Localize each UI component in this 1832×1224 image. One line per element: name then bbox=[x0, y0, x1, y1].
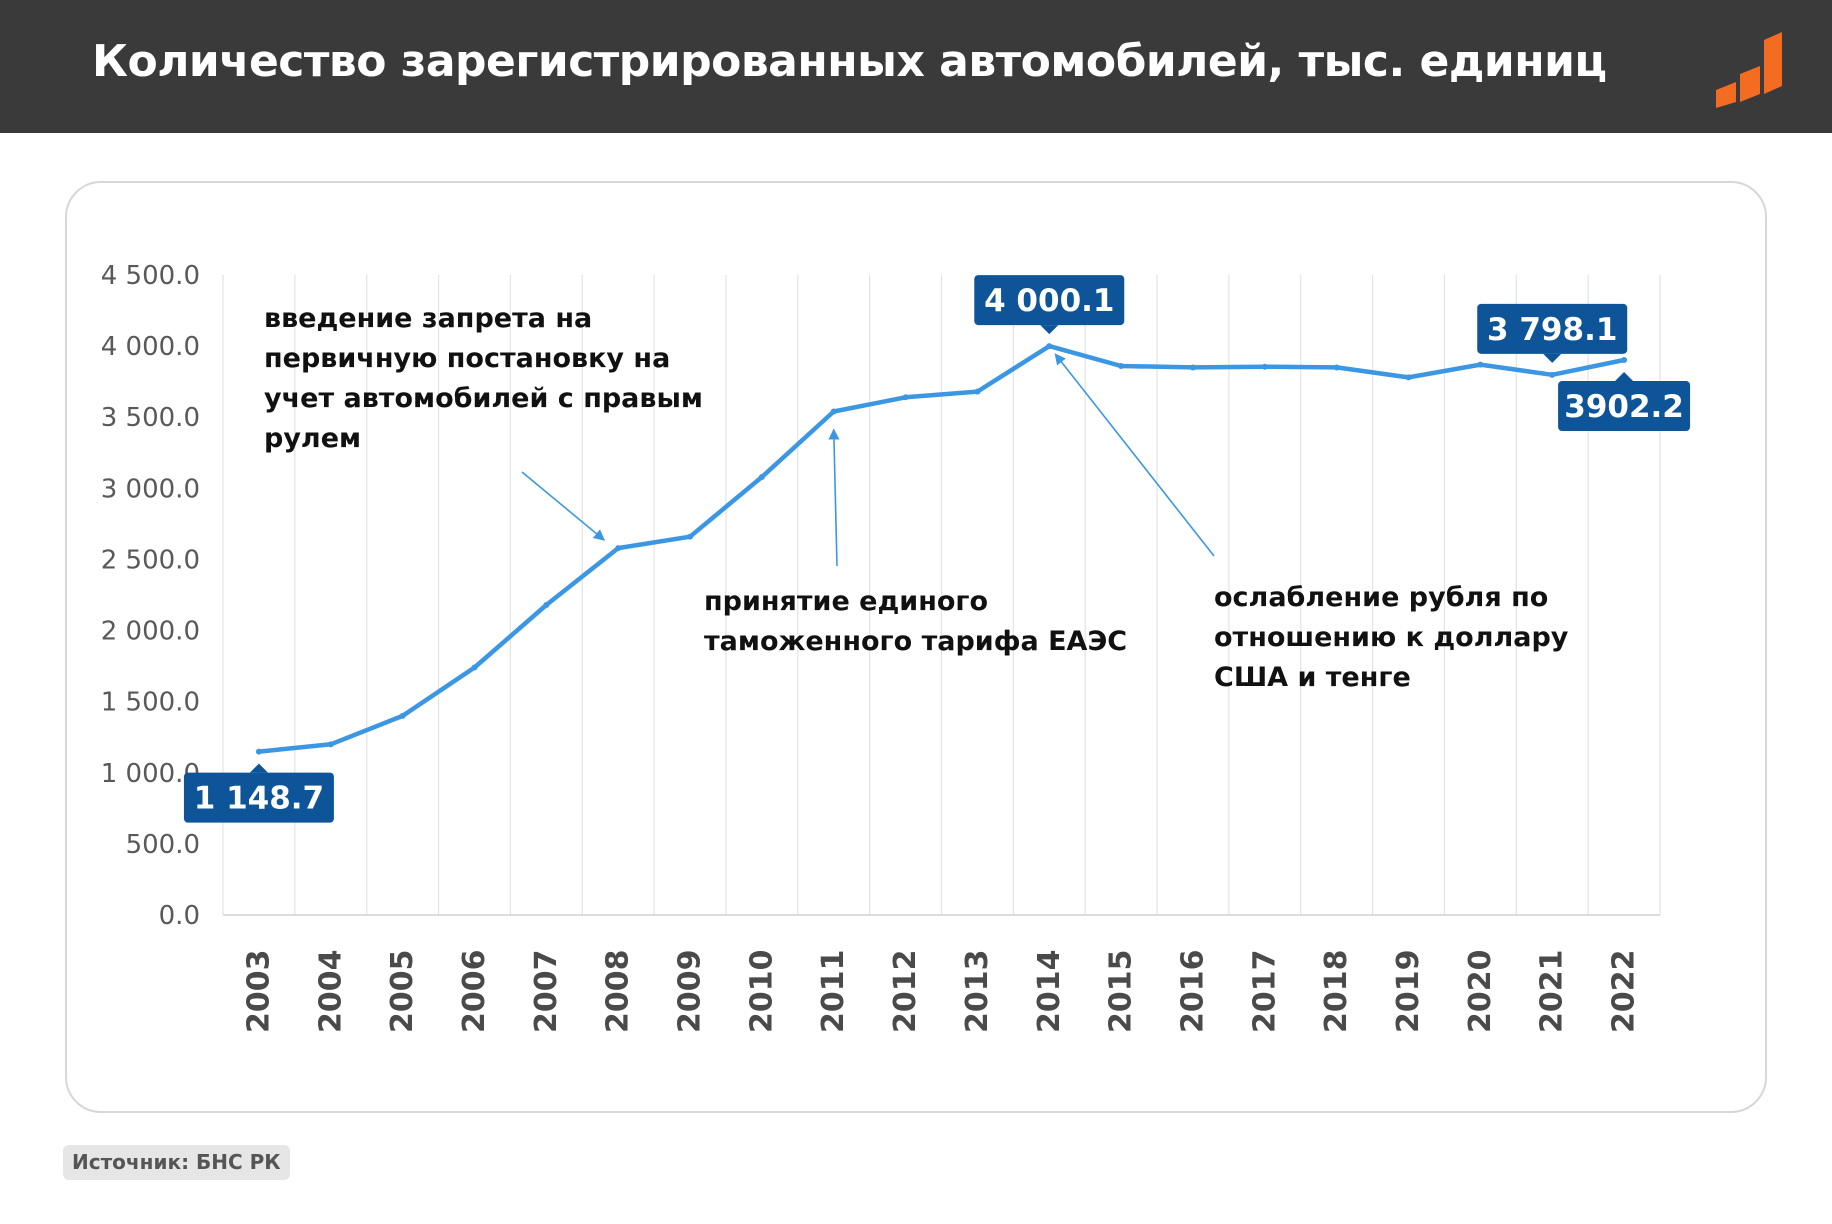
data-point bbox=[543, 601, 550, 608]
data-label-pointer bbox=[249, 763, 268, 773]
data-label-text: 4 000.1 bbox=[984, 283, 1114, 319]
data-point bbox=[327, 741, 334, 748]
data-point bbox=[399, 712, 406, 719]
brand-bars-logo-icon bbox=[1716, 32, 1782, 108]
x-tick-label: 2010 bbox=[744, 950, 779, 1034]
data-label-pointer bbox=[1543, 353, 1562, 363]
data-point bbox=[1549, 371, 1556, 378]
data-label: 3 798.1 bbox=[1477, 303, 1628, 363]
data-label: 4 000.1 bbox=[974, 275, 1125, 335]
y-tick-label: 3 000.0 bbox=[101, 474, 200, 504]
y-tick-label: 2 500.0 bbox=[101, 545, 200, 575]
x-tick-label: 2003 bbox=[241, 950, 276, 1034]
data-point bbox=[615, 545, 622, 552]
annotation-line: принятие единого bbox=[704, 586, 988, 617]
data-point bbox=[1477, 361, 1484, 368]
x-tick-label: 2022 bbox=[1607, 950, 1642, 1034]
annotation-arrow bbox=[828, 428, 840, 567]
annotation-line: рулем bbox=[264, 423, 361, 454]
x-tick-label: 2019 bbox=[1391, 950, 1426, 1034]
data-point bbox=[255, 748, 262, 755]
y-tick-label: 1 000.0 bbox=[101, 759, 200, 789]
x-tick-label: 2011 bbox=[816, 950, 851, 1034]
data-label: 3902.2 bbox=[1558, 372, 1691, 432]
y-tick-label: 3 500.0 bbox=[101, 403, 200, 433]
x-tick-label: 2005 bbox=[385, 950, 420, 1034]
annotation-line: таможенного тарифа ЕАЭС bbox=[704, 626, 1127, 657]
data-point bbox=[1046, 343, 1053, 350]
annotation-line: введение запрета на bbox=[264, 303, 592, 334]
x-tick-label: 2013 bbox=[960, 949, 995, 1033]
data-point bbox=[687, 533, 694, 540]
y-tick-label: 500.0 bbox=[126, 830, 200, 860]
annotation-text: принятие единого таможенного тарифа ЕАЭС bbox=[704, 586, 1127, 657]
data-label-box bbox=[183, 772, 334, 823]
header-bar: Количество зарегистрированных автомобиле… bbox=[0, 0, 1832, 133]
annotation-line: первичную постановку на bbox=[264, 343, 670, 374]
annotation-text: введение запрета на первичную постановку … bbox=[264, 303, 703, 454]
data-point bbox=[471, 664, 478, 671]
y-tick-label: 2 000.0 bbox=[101, 617, 200, 647]
data-label-box bbox=[1477, 303, 1628, 354]
annotation-line: США и тенге bbox=[1214, 662, 1411, 693]
x-tick-label: 2008 bbox=[601, 950, 636, 1034]
y-tick-label: 4 500.0 bbox=[101, 261, 200, 291]
x-tick-label: 2016 bbox=[1175, 950, 1210, 1034]
data-point bbox=[1333, 364, 1340, 371]
x-tick-label: 2014 bbox=[1032, 950, 1067, 1034]
source-note: Источник: БНС РК bbox=[63, 1145, 290, 1180]
data-point bbox=[902, 394, 909, 401]
data-label-text: 3 798.1 bbox=[1487, 312, 1617, 348]
annotation-text: ослабление рубля по отношению к доллару СШ… bbox=[1214, 582, 1569, 693]
y-tick-label: 1 500.0 bbox=[101, 688, 200, 718]
annotation-arrow bbox=[1054, 353, 1215, 557]
data-point bbox=[1261, 363, 1268, 370]
data-label-box bbox=[1558, 381, 1691, 432]
data-point bbox=[1189, 364, 1196, 371]
data-label-box bbox=[974, 275, 1125, 326]
x-tick-label: 2021 bbox=[1535, 950, 1570, 1034]
data-point bbox=[1405, 374, 1412, 381]
annotation-line: учет автомобилей с правым bbox=[264, 383, 703, 414]
data-label: 1 148.7 bbox=[183, 763, 334, 823]
data-point bbox=[974, 388, 981, 395]
data-point bbox=[1118, 363, 1125, 370]
x-tick-label: 2012 bbox=[888, 950, 923, 1034]
data-point bbox=[758, 473, 765, 480]
annotation-line: отношению к доллару bbox=[1214, 622, 1569, 653]
x-tick-label: 2020 bbox=[1463, 950, 1498, 1034]
x-tick-label: 2015 bbox=[1104, 950, 1139, 1034]
x-tick-label: 2018 bbox=[1319, 950, 1354, 1034]
data-label-text: 3902.2 bbox=[1564, 389, 1684, 425]
annotation-arrow bbox=[521, 471, 606, 541]
data-label-text: 1 148.7 bbox=[194, 781, 324, 817]
x-tick-label: 2007 bbox=[529, 950, 564, 1034]
page-title: Количество зарегистрированных автомобиле… bbox=[92, 36, 1607, 87]
y-tick-label: 4 000.0 bbox=[101, 332, 200, 362]
annotation-line: ослабление рубля по bbox=[1214, 582, 1548, 613]
data-label-pointer bbox=[1040, 325, 1059, 335]
x-tick-label: 2004 bbox=[313, 950, 348, 1034]
x-tick-label: 2017 bbox=[1247, 950, 1282, 1034]
y-tick-label: 0.0 bbox=[159, 901, 200, 931]
series-line bbox=[256, 343, 1627, 754]
data-point bbox=[1621, 357, 1628, 364]
x-tick-label: 2009 bbox=[673, 950, 708, 1034]
x-tick-label: 2006 bbox=[457, 950, 492, 1034]
data-point bbox=[830, 408, 837, 415]
data-label-pointer bbox=[1615, 372, 1634, 382]
